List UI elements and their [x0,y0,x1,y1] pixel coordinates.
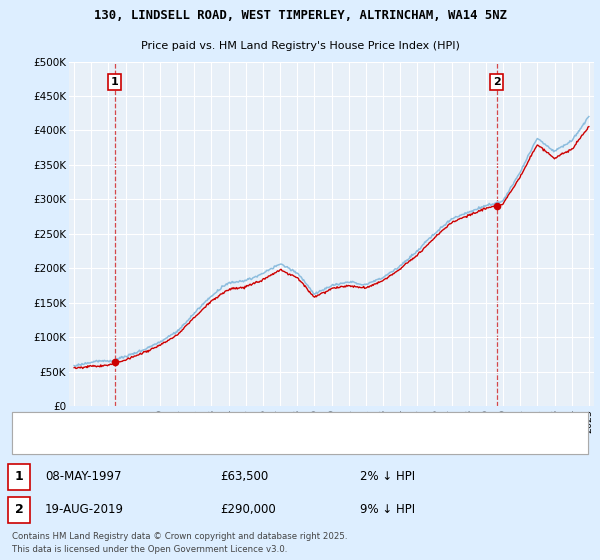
Text: 1: 1 [14,470,23,483]
FancyBboxPatch shape [12,412,588,454]
Text: £63,500: £63,500 [220,470,268,483]
Text: 08-MAY-1997: 08-MAY-1997 [45,470,121,483]
Text: 19-AUG-2019: 19-AUG-2019 [45,503,124,516]
Text: 1: 1 [111,77,119,87]
Text: 2: 2 [14,503,23,516]
Text: Contains HM Land Registry data © Crown copyright and database right 2025.
This d: Contains HM Land Registry data © Crown c… [12,533,347,554]
Text: 2% ↓ HPI: 2% ↓ HPI [360,470,415,483]
Text: £290,000: £290,000 [220,503,276,516]
Text: 2: 2 [493,77,500,87]
Text: 130, LINDSELL ROAD, WEST TIMPERLEY, ALTRINCHAM, WA14 5NZ (semi-detached house): 130, LINDSELL ROAD, WEST TIMPERLEY, ALTR… [58,418,503,428]
Text: Price paid vs. HM Land Registry's House Price Index (HPI): Price paid vs. HM Land Registry's House … [140,41,460,51]
Text: HPI: Average price, semi-detached house, Trafford: HPI: Average price, semi-detached house,… [58,437,308,447]
FancyBboxPatch shape [8,497,30,522]
FancyBboxPatch shape [8,464,30,490]
Text: 9% ↓ HPI: 9% ↓ HPI [360,503,415,516]
Text: 130, LINDSELL ROAD, WEST TIMPERLEY, ALTRINCHAM, WA14 5NZ: 130, LINDSELL ROAD, WEST TIMPERLEY, ALTR… [94,9,506,22]
